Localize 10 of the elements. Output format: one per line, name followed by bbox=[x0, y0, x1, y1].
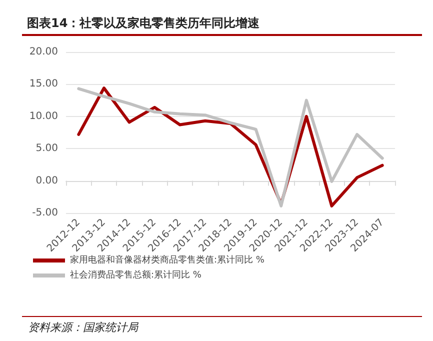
y-tick-label: 5.00 bbox=[36, 143, 58, 154]
text: 资料来源：国家统计局 bbox=[28, 321, 139, 334]
chart-title: 图表14：社零以及家电零售类历年同比增速 bbox=[27, 16, 261, 30]
legend-label: 家用电器和音像器材类商品零售类值:累计同比 % bbox=[70, 254, 265, 266]
y-tick-label: 10.00 bbox=[29, 110, 58, 122]
y-tick-label: -5.00 bbox=[32, 208, 58, 218]
y-tick-label: 0.00 bbox=[36, 175, 58, 186]
y-tick-label: 20.00 bbox=[29, 46, 58, 58]
y-tick-label: 15.00 bbox=[29, 78, 58, 90]
legend-label: 社会消费品零售总额:累计同比 % bbox=[70, 270, 202, 280]
